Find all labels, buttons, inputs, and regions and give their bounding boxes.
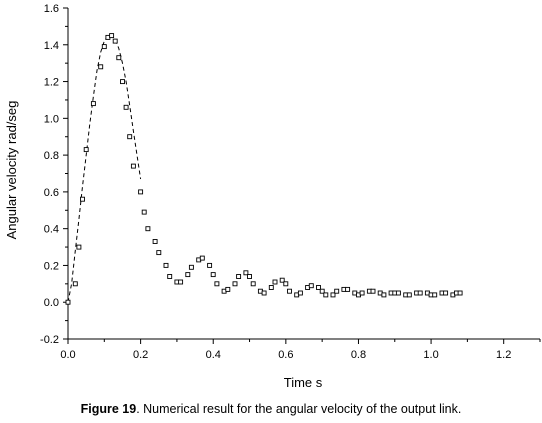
data-point <box>319 288 325 294</box>
data-point <box>123 104 129 110</box>
x-tick-label: 0.2 <box>133 349 148 361</box>
x-tick-label: 0.6 <box>278 349 293 361</box>
y-tick-label: -0.2 <box>40 334 59 346</box>
figure-label: Figure 19 <box>80 402 137 416</box>
data-point <box>381 292 387 298</box>
data-point <box>236 274 242 279</box>
data-point <box>287 288 292 294</box>
data-point <box>101 44 107 50</box>
y-axis-title: Angular velocity rad/seg <box>4 101 19 240</box>
y-tick-label: 1.2 <box>44 77 59 89</box>
y-tick-label: 0.2 <box>44 260 59 272</box>
y-tick-label: 0.4 <box>44 224 59 236</box>
x-tick-label: 0.8 <box>351 349 366 361</box>
data-point <box>188 264 194 270</box>
data-point <box>359 290 365 296</box>
data-point <box>90 101 96 107</box>
data-point <box>163 262 169 268</box>
data-point <box>167 274 173 279</box>
caption-text: . Numerical result for the angular veloc… <box>136 402 462 416</box>
data-point <box>141 209 147 215</box>
data-point <box>432 292 438 298</box>
axes <box>67 8 540 340</box>
data-point <box>457 290 463 296</box>
angular-velocity-chart: -0.20.00.20.40.60.81.01.21.41.60.0 0.2 0.4… <box>4 3 541 390</box>
marker-series <box>65 33 463 305</box>
data-point <box>406 292 412 298</box>
data-point <box>297 290 303 296</box>
data-point <box>308 283 314 289</box>
data-point <box>250 281 256 287</box>
y-tick-label: 1.6 <box>44 3 59 15</box>
data-point <box>225 286 231 292</box>
y-tick-label: 0.0 <box>44 297 59 309</box>
data-point <box>395 290 401 296</box>
data-point <box>345 286 351 292</box>
data-point <box>127 134 133 140</box>
data-point <box>145 226 151 232</box>
data-point <box>130 163 136 169</box>
axis-ticks: -0.20.00.20.40.60.81.01.21.41.60.0 0.2 0.4… <box>40 3 541 361</box>
y-tick-label: 0.8 <box>44 150 59 162</box>
data-point <box>417 290 423 296</box>
data-point <box>199 255 205 261</box>
figure-caption: Figure 19. Numerical result for the angu… <box>0 402 542 416</box>
data-point <box>138 189 144 195</box>
y-tick-label: 1.4 <box>44 40 59 52</box>
data-point <box>334 288 340 294</box>
y-tick-label: 1.0 <box>44 113 59 125</box>
data-point <box>443 290 449 296</box>
data-point <box>214 281 220 287</box>
data-point <box>65 299 71 305</box>
data-point <box>80 196 85 202</box>
x-axis-title: Time s <box>284 375 323 390</box>
y-tick-label: 0.6 <box>44 187 59 199</box>
x-tick-label: 1.0 <box>423 349 438 361</box>
data-point <box>283 281 289 287</box>
data-point <box>120 79 125 85</box>
x-tick-label: 0.0 <box>60 349 75 361</box>
data-point <box>247 274 252 279</box>
data-point <box>72 281 78 287</box>
x-tick-label: 1.2 <box>496 349 511 361</box>
data-point <box>185 272 191 278</box>
data-point <box>323 292 329 298</box>
data-point <box>207 262 213 268</box>
data-point <box>156 250 162 256</box>
data-point <box>268 285 274 290</box>
velocity-dashed-line <box>67 35 142 303</box>
data-point <box>112 38 118 44</box>
data-point <box>279 277 285 283</box>
data-point <box>232 281 238 287</box>
data-point <box>178 279 184 285</box>
data-point <box>316 285 321 290</box>
data-point <box>261 290 267 296</box>
data-point <box>210 272 216 278</box>
dashed-series <box>67 35 142 303</box>
data-point <box>272 279 278 285</box>
data-point <box>83 147 89 153</box>
data-point <box>370 288 376 294</box>
data-point <box>76 244 82 250</box>
data-point <box>152 239 158 244</box>
data-point <box>109 33 115 39</box>
x-tick-label: 0.4 <box>206 349 221 361</box>
data-point <box>330 292 336 298</box>
data-point <box>243 270 249 276</box>
data-point <box>116 55 122 61</box>
data-point <box>98 64 104 70</box>
